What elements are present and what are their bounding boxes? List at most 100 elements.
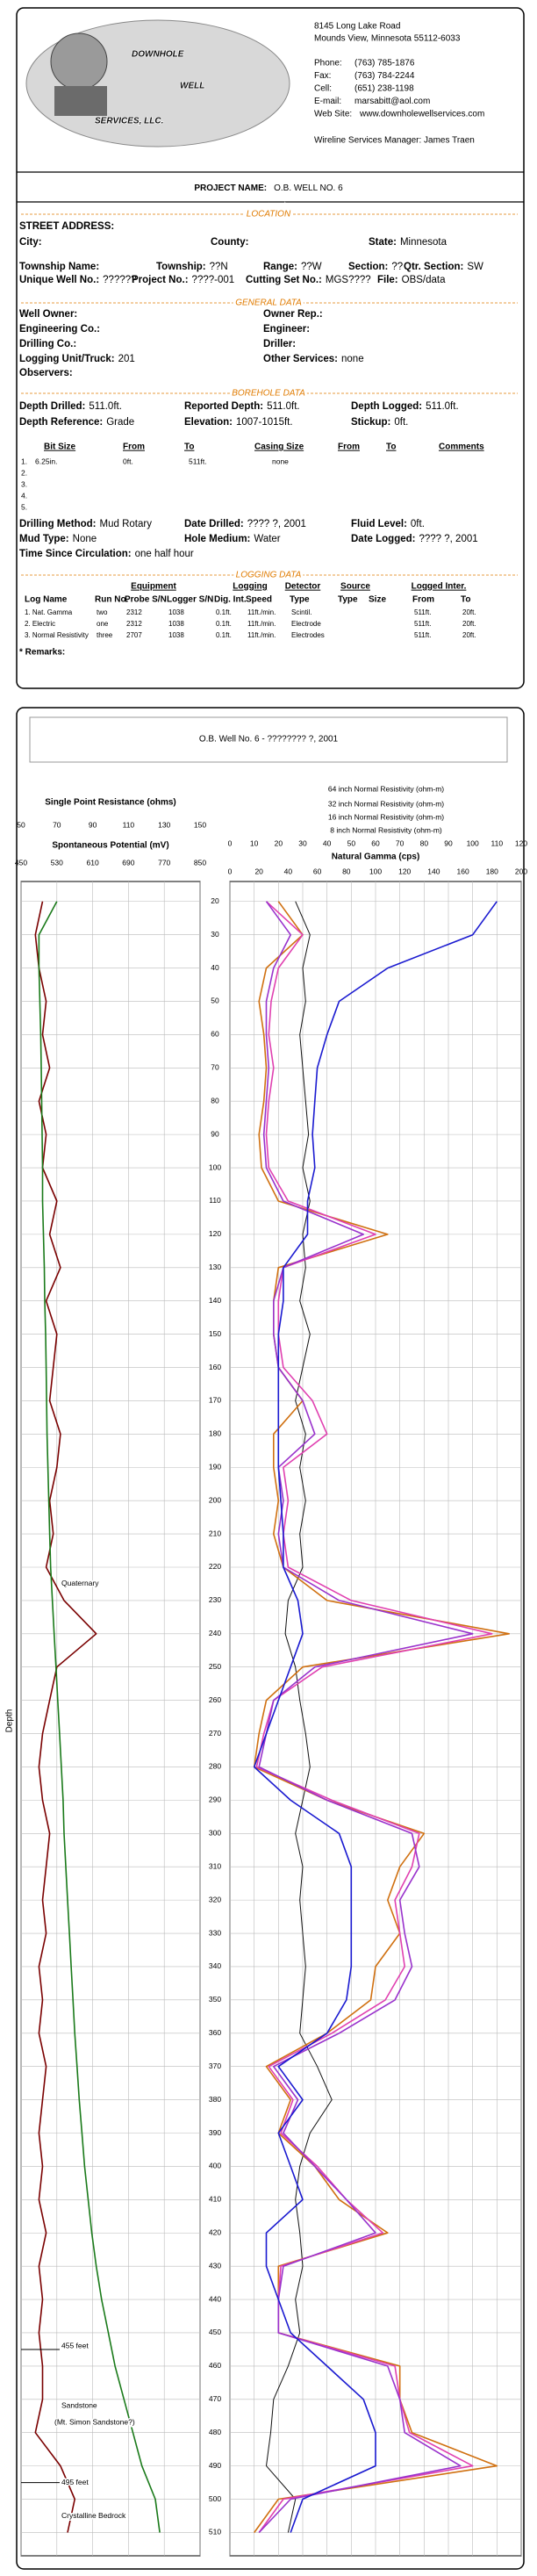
annotation: (Mt. Simon Sandstone?) bbox=[54, 2418, 135, 2427]
y-tick-label: 270 bbox=[209, 1729, 221, 1738]
field-value: 511.0ft. bbox=[89, 401, 122, 412]
field: Mud Type: None bbox=[19, 534, 97, 544]
logging-cell: 0.1ft. bbox=[216, 620, 232, 628]
logging-cell: 1. Nat. Gamma bbox=[25, 608, 73, 616]
x-tick-label: 160 bbox=[457, 867, 469, 875]
logging-column: Log Name bbox=[25, 595, 68, 605]
field-label: Hole Medium: bbox=[184, 534, 250, 544]
field-label: Unique Well No.: bbox=[19, 275, 99, 285]
x-tick-label: 140 bbox=[427, 867, 440, 875]
bit-column: To bbox=[184, 443, 194, 452]
logging-cell: 1038 bbox=[168, 631, 184, 639]
field: Observers: bbox=[19, 368, 73, 378]
y-tick-label: 190 bbox=[209, 1463, 221, 1471]
field: Date Drilled:???? ?, 2001 bbox=[184, 519, 306, 529]
field: Unique Well No.:?????? bbox=[19, 275, 137, 285]
x-tick-label: 120 bbox=[398, 867, 411, 875]
y-tick-label: 310 bbox=[209, 1861, 221, 1870]
x-tick-label: 20 bbox=[275, 838, 283, 847]
annotation: 455 feet bbox=[61, 2341, 89, 2349]
field-label: Well Owner: bbox=[19, 309, 77, 320]
logging-column: To bbox=[461, 595, 470, 605]
x-tick-label: 80 bbox=[420, 838, 429, 847]
field: File: OBS/data bbox=[377, 275, 446, 285]
x-tick-label: 80 bbox=[342, 867, 351, 875]
contact-label: Cell: bbox=[314, 84, 332, 94]
field-value: 511.0ft. bbox=[426, 401, 459, 412]
y-tick-label: 50 bbox=[211, 997, 219, 1005]
x-tick-label: 0 bbox=[228, 867, 233, 875]
field-label: Reported Depth: bbox=[184, 401, 263, 412]
field: County: bbox=[211, 237, 248, 248]
y-tick-label: 450 bbox=[209, 2328, 221, 2336]
field: Drilling Co.: bbox=[19, 339, 76, 349]
project-label: PROJECT NAME: bbox=[194, 183, 267, 193]
field-value: OBS/data bbox=[402, 275, 446, 285]
y-tick-label: 510 bbox=[209, 2528, 221, 2536]
y-tick-label: 300 bbox=[209, 1829, 221, 1838]
field-label: Engineering Co.: bbox=[19, 324, 100, 335]
field: Engineer: bbox=[263, 324, 310, 335]
bit-cell: 6.25in. bbox=[35, 457, 58, 465]
field-label: Project No.: bbox=[132, 275, 189, 285]
field-label: Owner Rep.: bbox=[263, 309, 323, 320]
y-tick-label: 490 bbox=[209, 2461, 221, 2470]
logging-cell: 2. Electric bbox=[25, 620, 55, 628]
x-tick-label: 70 bbox=[396, 838, 405, 847]
y-tick-label: 60 bbox=[211, 1030, 219, 1039]
field-value: 0ft. bbox=[411, 519, 425, 529]
x-tick-label: 130 bbox=[158, 820, 170, 829]
y-tick-label: 350 bbox=[209, 1995, 221, 2004]
y-tick-label: 250 bbox=[209, 1662, 221, 1671]
x-tick-label: 60 bbox=[313, 867, 322, 875]
y-tick-label: 90 bbox=[211, 1129, 219, 1138]
logo-text: SERVICES, LLC. bbox=[95, 117, 163, 126]
field: City: bbox=[19, 237, 42, 248]
field-value: Grade bbox=[106, 417, 134, 428]
x-tick-label: 50 bbox=[17, 820, 25, 829]
field-label: Depth Reference: bbox=[19, 417, 103, 428]
field-label: State: bbox=[369, 237, 397, 248]
field: Cutting Set No.: MGS???? bbox=[246, 275, 371, 285]
x-tick-label: 20 bbox=[254, 867, 263, 875]
log-curve bbox=[258, 901, 474, 2534]
logging-cell: one bbox=[97, 620, 109, 628]
chart-title: O.B. Well No. 6 - ???????? ?, 2001 bbox=[199, 735, 339, 745]
x-tick-label: 610 bbox=[87, 858, 99, 867]
logging-cell: 2312 bbox=[126, 608, 142, 616]
field-label: Township Name: bbox=[19, 262, 99, 272]
address-line: Mounds View, Minnesota 55112-6033 bbox=[314, 34, 461, 44]
logging-cell: Electrodes bbox=[291, 631, 325, 639]
remarks: * Remarks: bbox=[19, 648, 65, 658]
y-tick-label: 20 bbox=[211, 896, 219, 905]
log-curve bbox=[253, 901, 498, 2533]
logging-cell: 3. Normal Resistivity bbox=[25, 631, 89, 639]
title-box bbox=[29, 716, 508, 763]
x-tick-label: 450 bbox=[15, 858, 27, 867]
x-tick-label: 150 bbox=[194, 820, 206, 829]
x-tick-label: 70 bbox=[53, 820, 61, 829]
field: Township Name: bbox=[19, 262, 99, 272]
section-title: LOCATION bbox=[247, 210, 291, 219]
field-label: Depth Logged: bbox=[351, 401, 422, 412]
field-label: Observers: bbox=[19, 368, 73, 378]
logging-cell: 11ft./min. bbox=[247, 608, 276, 616]
y-tick-label: 200 bbox=[209, 1495, 221, 1504]
field: Qtr. Section: SW bbox=[404, 262, 483, 272]
bit-cell: 4. bbox=[21, 491, 27, 500]
y-tick-label: 360 bbox=[209, 2028, 221, 2037]
logging-cell: 20ft. bbox=[462, 620, 476, 628]
field: Township: ??N bbox=[156, 262, 228, 272]
x-tick-label: 60 bbox=[371, 838, 380, 847]
contact-value: (763) 785-1876 bbox=[354, 59, 415, 68]
header-box bbox=[16, 7, 525, 689]
x-tick-label: 100 bbox=[369, 867, 382, 875]
field-label: Qtr. Section: bbox=[404, 262, 463, 272]
bit-cell: 1. bbox=[21, 457, 27, 465]
field: Fluid Level: 0ft. bbox=[351, 519, 425, 529]
bit-column: Casing Size bbox=[254, 443, 304, 452]
contact-value: marsabitt@aol.com bbox=[354, 97, 430, 106]
field-value: None bbox=[73, 534, 97, 544]
legend-entry: 8 inch Normal Resistivity (ohm-m) bbox=[330, 825, 442, 834]
x-tick-label: 40 bbox=[323, 838, 332, 847]
